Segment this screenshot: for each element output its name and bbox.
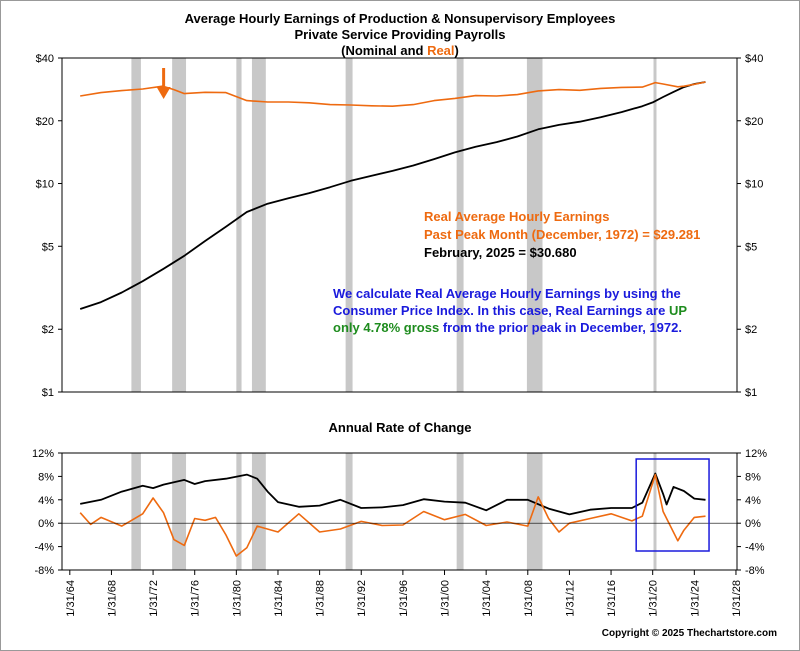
chart-title-line: Private Service Providing Payrolls <box>295 27 506 42</box>
x-tick-label: 1/31/88 <box>315 580 327 617</box>
subtitle-part-open: (Nominal and <box>341 43 427 58</box>
y-tick-label-left: -8% <box>34 565 54 577</box>
recession-band <box>131 58 141 392</box>
x-tick-label: 1/31/76 <box>190 580 202 617</box>
x-tick-label: 1/31/80 <box>231 580 243 617</box>
bottom-plot-border <box>61 452 738 571</box>
x-tick-label: 1/31/64 <box>65 580 77 617</box>
bottom-series-nominal-line <box>80 472 706 516</box>
x-tick-label: 1/31/68 <box>106 580 118 617</box>
x-tick-label: 1/31/24 <box>689 580 701 617</box>
x-tick-label: 1/31/20 <box>648 580 660 617</box>
x-tick-label: 1/31/84 <box>273 580 285 617</box>
bottom-plot-content <box>79 453 706 570</box>
recession-band <box>236 453 242 570</box>
x-tick-label: 1/31/28 <box>731 580 743 617</box>
y-tick-label-right: $5 <box>745 241 757 253</box>
recession-band <box>345 58 353 392</box>
note-line: Consumer Price Index. In this case, Real… <box>333 303 687 318</box>
x-tick-label: 1/31/08 <box>523 580 535 617</box>
y-tick-label-right: $2 <box>745 324 757 336</box>
y-tick-label-right: 0% <box>745 518 761 530</box>
x-tick-label: 1/31/16 <box>606 580 618 617</box>
y-tick-label-right: $20 <box>745 116 763 128</box>
y-tick-label-left: 12% <box>32 448 54 460</box>
y-tick-label-right: $40 <box>745 53 763 65</box>
recession-band <box>172 58 187 392</box>
x-tick-label: 1/31/92 <box>356 580 368 617</box>
rate-of-change-title: Annual Rate of Change <box>328 420 471 435</box>
x-tick-label: 1/31/00 <box>440 580 452 617</box>
recession-band <box>131 453 141 570</box>
y-tick-label-left: $10 <box>36 179 54 191</box>
y-tick-label-right: 8% <box>745 471 761 483</box>
note-segment: We calculate Real Average Hourly Earning… <box>333 286 681 301</box>
y-tick-label-left: 4% <box>38 495 54 507</box>
top-plot-border <box>61 57 738 393</box>
chart-title-line: Average Hourly Earnings of Production & … <box>185 11 616 26</box>
recession-band <box>236 58 242 392</box>
recession-band <box>653 58 657 392</box>
peak-arrow-icon <box>156 87 171 99</box>
y-tick-label-left: 8% <box>38 471 54 483</box>
y-tick-label-right: $1 <box>745 387 757 399</box>
x-tick-label: 1/31/12 <box>564 580 576 617</box>
recession-band <box>526 453 543 570</box>
note-line: We calculate Real Average Hourly Earning… <box>333 286 681 301</box>
note-segment: from the prior peak in December, 1972. <box>439 320 682 335</box>
copyright: Copyright © 2025 Thechartstore.com <box>602 628 777 639</box>
note-segment: Consumer Price Index. In this case, Real… <box>333 303 669 318</box>
y-tick-label-left: $2 <box>42 324 54 336</box>
annotation-line: Past Peak Month (December, 1972) = $29.2… <box>424 227 700 242</box>
recession-band <box>456 453 464 570</box>
y-tick-label-left: $20 <box>36 116 54 128</box>
y-tick-label-left: -4% <box>34 542 54 554</box>
x-tick-label: 1/31/72 <box>148 580 160 617</box>
bottom-series-real-line <box>79 473 706 557</box>
recession-band <box>456 58 464 392</box>
annotation-line: February, 2025 = $30.680 <box>424 245 577 260</box>
chart-subtitle: (Nominal and Real) <box>341 43 459 58</box>
x-tick-label: 1/31/04 <box>481 580 493 617</box>
top-series-nominal-line <box>79 81 706 310</box>
x-tick-label: 1/31/96 <box>398 580 410 617</box>
recession-band <box>251 453 266 570</box>
top-plot-content <box>79 58 706 392</box>
note-line: only 4.78% gross from the prior peak in … <box>333 320 682 335</box>
subtitle-part-close: ) <box>455 43 459 58</box>
y-tick-label-right: $10 <box>745 179 763 191</box>
note-segment: UP <box>669 303 687 318</box>
recession-band <box>172 453 187 570</box>
highlight-box <box>635 458 710 552</box>
y-tick-label-left: $5 <box>42 241 54 253</box>
y-tick-label-left: $40 <box>36 53 54 65</box>
recession-band <box>653 453 657 570</box>
y-tick-label-right: -4% <box>745 542 765 554</box>
y-tick-label-left: $1 <box>42 387 54 399</box>
note-segment: only 4.78% gross <box>333 320 439 335</box>
y-tick-label-right: -8% <box>745 565 765 577</box>
y-tick-label-right: 4% <box>745 495 761 507</box>
annotation-line: Real Average Hourly Earnings <box>424 209 609 224</box>
y-tick-label-right: 12% <box>745 448 767 460</box>
y-tick-label-left: 0% <box>38 518 54 530</box>
subtitle-part-real_word: Real <box>427 43 454 58</box>
recession-band <box>526 58 543 392</box>
recession-band <box>251 58 266 392</box>
top-series-real-line <box>80 81 706 107</box>
recession-band <box>345 453 353 570</box>
